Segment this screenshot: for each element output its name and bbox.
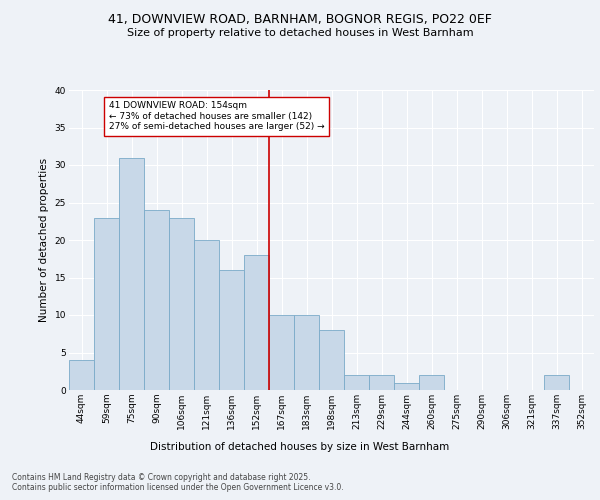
Bar [194,240,219,390]
Bar [419,375,444,390]
Text: Contains HM Land Registry data © Crown copyright and database right 2025.
Contai: Contains HM Land Registry data © Crown c… [12,472,344,492]
Bar [169,218,194,390]
Bar [219,270,244,390]
Bar [344,375,369,390]
Bar [69,360,94,390]
Text: Size of property relative to detached houses in West Barnham: Size of property relative to detached ho… [127,28,473,38]
Bar [119,158,144,390]
Text: 41, DOWNVIEW ROAD, BARNHAM, BOGNOR REGIS, PO22 0EF: 41, DOWNVIEW ROAD, BARNHAM, BOGNOR REGIS… [108,12,492,26]
Bar [244,255,269,390]
Bar [269,315,294,390]
Bar [94,218,119,390]
Y-axis label: Number of detached properties: Number of detached properties [39,158,49,322]
Bar [294,315,319,390]
Bar [394,382,419,390]
Text: Distribution of detached houses by size in West Barnham: Distribution of detached houses by size … [151,442,449,452]
Bar [144,210,169,390]
Bar [544,375,569,390]
Text: 41 DOWNVIEW ROAD: 154sqm
← 73% of detached houses are smaller (142)
27% of semi-: 41 DOWNVIEW ROAD: 154sqm ← 73% of detach… [109,101,325,131]
Bar [319,330,344,390]
Bar [369,375,394,390]
